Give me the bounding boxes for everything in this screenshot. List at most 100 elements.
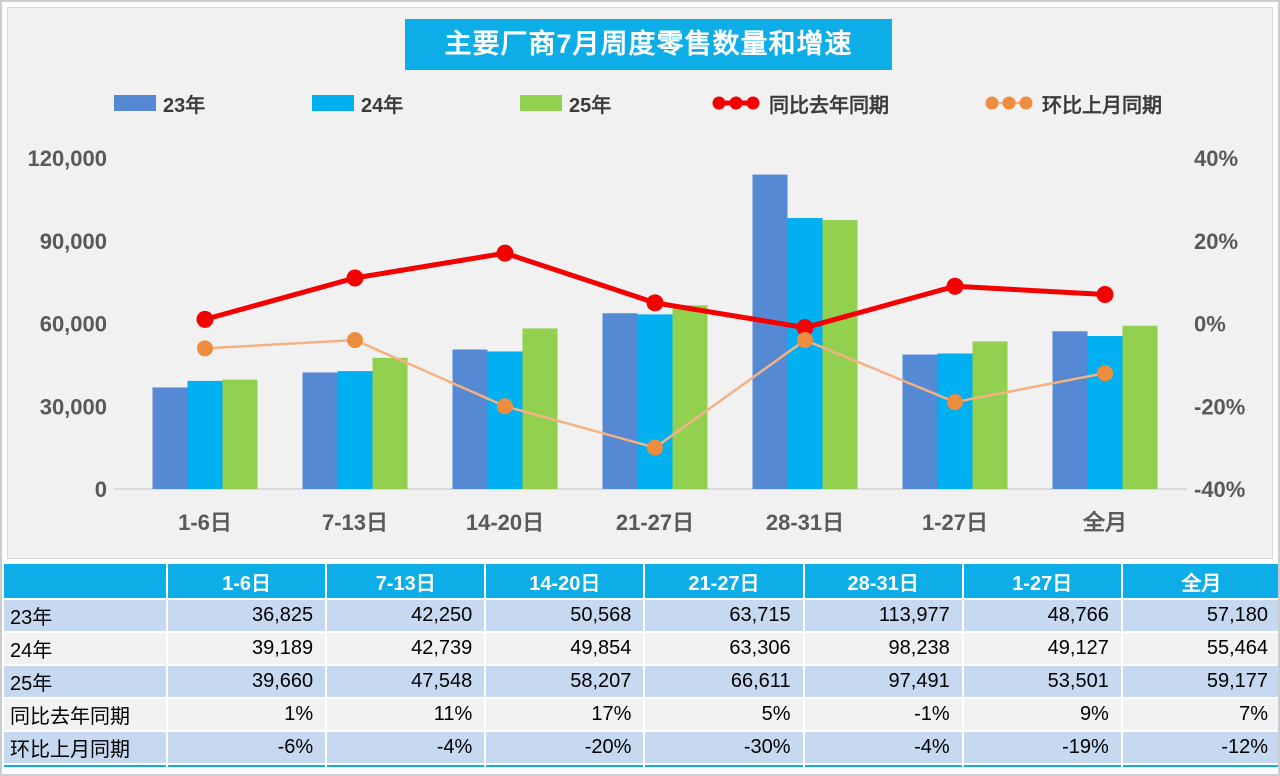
legend-item-4: 同比去年同期 [710, 90, 889, 117]
legend-swatch [114, 95, 156, 111]
row-label: 25年 [2, 664, 168, 699]
category-label: 21-27日 [616, 510, 694, 535]
legend-item-3: 25年 [520, 90, 612, 117]
footer-bar-cell [484, 763, 646, 769]
bar-23年 [1052, 331, 1088, 489]
footer-bar-cell [325, 763, 487, 769]
bar-25年 [972, 341, 1008, 489]
marker-环比上月同期 [797, 332, 813, 349]
bar-25年 [222, 379, 258, 489]
bar-25年 [522, 328, 558, 489]
marker-环比上月同期 [197, 340, 213, 357]
table-cell: 59,177 [1120, 664, 1278, 699]
bar-23年 [902, 354, 938, 489]
table-cell: 49,854 [484, 631, 646, 666]
table-cell: 49,127 [961, 631, 1123, 666]
table-body: 23年 36,825 42,250 50,568 63,715 113,977 48,766… [2, 598, 1278, 765]
bar-25年 [372, 357, 408, 489]
category-label: 28-31日 [766, 510, 844, 535]
table-cell: 57,180 [1120, 598, 1278, 633]
column-header: 21-27日 [643, 562, 805, 600]
legend-item-1: 23年 [114, 90, 206, 117]
marker-环比上月同期 [347, 332, 363, 349]
table-cell: -1% [802, 697, 964, 732]
category-label: 14-20日 [466, 510, 544, 535]
legend-swatch [312, 95, 354, 111]
column-header: 14-20日 [484, 562, 646, 600]
left-axis-tick: 60,000 [40, 312, 107, 337]
bar-24年 [1087, 336, 1123, 489]
marker-同比去年同期 [796, 319, 814, 337]
bar-24年 [787, 218, 823, 489]
table-cell: -12% [1120, 730, 1278, 765]
marker-环比上月同期 [647, 439, 663, 456]
table-cell: 36,825 [165, 598, 328, 633]
bar-23年 [752, 174, 788, 489]
data-table: 1-6日 7-13日 14-20日 21-27日 28-31日 1-27日 全月 23年 36… [2, 562, 1278, 769]
legend-label: 24年 [361, 94, 404, 117]
table-cell: 53,501 [961, 664, 1123, 699]
table-cell: 55,464 [1120, 631, 1278, 666]
footer-bar-cell [961, 763, 1123, 769]
table-cell: 50,568 [484, 598, 646, 633]
legend-label: 同比去年同期 [769, 94, 889, 117]
row-label: 同比去年同期 [2, 697, 168, 732]
chart-title: 主要厂商7月周度零售数量和增速 [405, 19, 892, 70]
table-cell: -30% [643, 730, 805, 765]
table-cell: 39,660 [165, 664, 328, 699]
left-axis-tick: 90,000 [40, 229, 107, 254]
table-cell: 42,739 [325, 631, 487, 666]
column-header: 全月 [1120, 562, 1278, 600]
legend: 23年 24年 25年 同比去年同期 环比上月同期 [2, 90, 1278, 117]
bar-23年 [452, 349, 488, 489]
legend-swatch [520, 95, 562, 111]
legend-item-2: 24年 [312, 90, 404, 117]
table-cell: 97,491 [802, 664, 964, 699]
sales-chart: 120,000 40% 90,000 20% 60,000 0% 30,000 -20% 0 -4… [27, 146, 1245, 535]
marker-同比去年同期 [496, 244, 514, 262]
table-cell: 11% [325, 697, 487, 732]
bar-23年 [602, 313, 638, 489]
legend-line-marker [985, 96, 1033, 110]
marker-环比上月同期 [947, 394, 963, 411]
table-cell: -4% [325, 730, 487, 765]
table-cell: 9% [961, 697, 1123, 732]
bar-25年 [1122, 325, 1158, 489]
marker-环比上月同期 [497, 398, 513, 415]
bar-24年 [487, 351, 523, 489]
right-axis-tick: 40% [1194, 146, 1238, 171]
marker-同比去年同期 [196, 310, 214, 328]
legend-label: 25年 [569, 94, 612, 117]
column-header: 7-13日 [325, 562, 487, 600]
category-label: 7-13日 [322, 510, 388, 535]
bar-23年 [302, 372, 338, 489]
left-axis-tick: 0 [95, 477, 107, 502]
table-row: 环比上月同期 -6% -4% -20% -30% -4% -19% -12% [2, 730, 1278, 765]
table-cell: 58,207 [484, 664, 646, 699]
table-cell: 1% [165, 697, 328, 732]
bar-24年 [937, 353, 973, 489]
table-row: 23年 36,825 42,250 50,568 63,715 113,977 48,766… [2, 598, 1278, 633]
table-cell: 98,238 [802, 631, 964, 666]
row-label: 24年 [2, 631, 168, 666]
table-cell: 47,548 [325, 664, 487, 699]
right-axis-tick: 20% [1194, 229, 1238, 254]
footer-bar-cell [1120, 763, 1278, 769]
marker-环比上月同期 [1097, 365, 1113, 382]
right-axis-tick: -20% [1194, 394, 1245, 419]
row-label: 环比上月同期 [2, 730, 168, 765]
footer-bar-cell [165, 763, 328, 769]
legend-item-5: 环比上月同期 [983, 90, 1162, 117]
table-cell: -4% [802, 730, 964, 765]
marker-同比去年同期 [346, 269, 364, 287]
table-cell: 39,189 [165, 631, 328, 666]
footer-bar-cell [802, 763, 964, 769]
left-axis-tick: 120,000 [27, 146, 107, 171]
right-axis-tick: -40% [1194, 477, 1245, 502]
table-header-row: 1-6日 7-13日 14-20日 21-27日 28-31日 1-27日 全月 [2, 562, 1278, 600]
category-label: 1-6日 [178, 510, 232, 535]
legend-label: 23年 [163, 94, 206, 117]
table-row: 25年 39,660 47,548 58,207 66,611 97,491 53,501 5… [2, 664, 1278, 699]
footer-bar-cell [643, 763, 805, 769]
